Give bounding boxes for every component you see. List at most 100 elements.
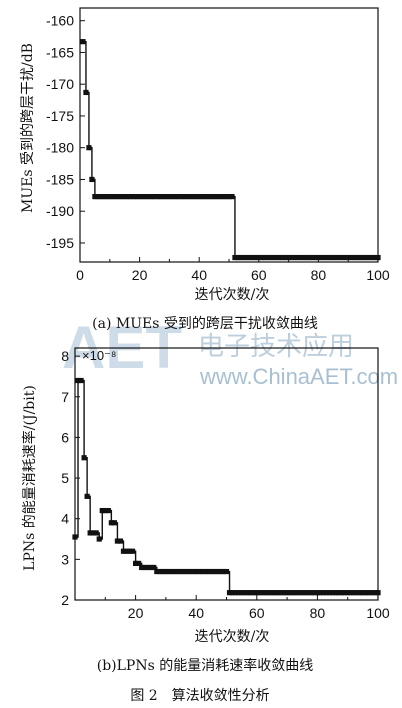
chart-a-data-point bbox=[283, 254, 289, 261]
chart-b-y-tick-label: 5 bbox=[61, 470, 69, 486]
chart-b-x-tick-label: 20 bbox=[128, 605, 144, 621]
chart-a-data-point bbox=[226, 193, 232, 200]
chart-a-data-point bbox=[184, 193, 190, 200]
chart-a-data-point bbox=[312, 254, 319, 261]
chart-b-data-point bbox=[208, 568, 214, 575]
chart-b-data-point bbox=[205, 568, 211, 575]
chart-b-data-point bbox=[245, 590, 251, 596]
chart-b-data-point bbox=[220, 568, 227, 575]
chart-a-y-tick-label: -165 bbox=[46, 44, 74, 60]
chart-b-data-point bbox=[148, 564, 154, 571]
chart-b-data-point bbox=[281, 590, 287, 596]
chart-b-data-point bbox=[142, 564, 148, 571]
chart-a-y-tick-label: -195 bbox=[46, 235, 74, 251]
chart-a-series-line bbox=[82, 40, 378, 259]
chart-b-data-point bbox=[372, 590, 378, 596]
chart-a-data-point bbox=[137, 193, 143, 200]
chart-b-data-point bbox=[296, 590, 302, 596]
chart-b-data-point bbox=[226, 590, 233, 596]
chart-a-data-point bbox=[220, 193, 226, 200]
chart-a-data-point bbox=[354, 254, 360, 261]
chart-a-caption: (a) MUEs 受到的跨层干扰收敛曲线 bbox=[92, 316, 318, 332]
chart-a-data-point bbox=[157, 193, 164, 200]
chart-a-data-point bbox=[303, 254, 310, 261]
chart-a-data-point bbox=[327, 254, 333, 261]
chart-a-data-point bbox=[318, 254, 324, 261]
chart-b-data-point bbox=[375, 590, 381, 596]
chart-a-ylabel: MUEs 受到的跨层干扰/dB bbox=[20, 43, 36, 213]
chart-b-data-point bbox=[169, 568, 175, 575]
chart-b-data-point bbox=[175, 568, 181, 575]
chart-b-y-tick-label: 4 bbox=[61, 511, 69, 527]
chart-a-data-point bbox=[330, 254, 336, 261]
chart-a-data-point bbox=[256, 254, 262, 261]
chart-b-data-point bbox=[133, 560, 139, 567]
chart-a-data-point bbox=[166, 193, 172, 200]
chart-b-y-tick-label: 7 bbox=[61, 389, 69, 405]
chart-b-x-tick-label: 60 bbox=[249, 605, 265, 621]
chart-b-data-point bbox=[96, 536, 102, 542]
chart-a-data-point bbox=[339, 254, 345, 261]
chart-a-data-point bbox=[134, 193, 140, 200]
chart-b-data-point bbox=[184, 568, 190, 575]
chart-a-data-point bbox=[208, 193, 214, 200]
chart-b-data-point bbox=[320, 590, 327, 596]
watermark-tagline: 电子技术应用 bbox=[198, 331, 354, 361]
chart-a-data-point bbox=[238, 254, 244, 261]
chart-a-data-point bbox=[321, 254, 327, 261]
chart-b-data-point bbox=[305, 590, 311, 596]
watermark-site: www.ChinaAET.com bbox=[199, 364, 398, 389]
chart-a-data-point bbox=[265, 254, 271, 261]
chart-a-data-point bbox=[163, 193, 170, 200]
chart-a-data-point bbox=[169, 193, 175, 200]
chart-a-data-point bbox=[122, 193, 128, 200]
chart-b-data-point bbox=[229, 590, 236, 596]
chart-b-data-point bbox=[345, 590, 351, 596]
chart-a-y-tick-label: -180 bbox=[46, 140, 74, 156]
chart-b-data-point bbox=[166, 568, 172, 575]
chart-a-data-point bbox=[181, 193, 187, 200]
chart-a-data-point bbox=[250, 254, 256, 261]
chart-a-data-point bbox=[104, 193, 110, 200]
chart-a-x-tick-label: 20 bbox=[132, 267, 148, 283]
chart-a-data-point bbox=[300, 254, 307, 261]
chart-b-data-point bbox=[126, 548, 133, 554]
chart-b-data-point bbox=[163, 568, 169, 575]
chart-b-data-point bbox=[93, 530, 99, 536]
chart-a-data-point bbox=[110, 193, 116, 200]
chart-b-data-point bbox=[302, 590, 308, 596]
chart-a-data-point bbox=[101, 193, 107, 200]
chart-b-data-point bbox=[311, 590, 317, 596]
chart-b-data-point bbox=[111, 520, 117, 526]
chart-a-data-point bbox=[342, 254, 348, 261]
chart-b: 20 40 60 80 100 2 3 4 5 6 7 8 ×10⁻⁸ 迭代次数/次 LPNs 的能量… bbox=[21, 347, 390, 674]
chart-b-data-point bbox=[78, 377, 84, 384]
chart-b-y-tick-label: 6 bbox=[61, 429, 69, 445]
chart-a-data-point bbox=[172, 193, 178, 200]
chart-b-data-point bbox=[202, 568, 208, 575]
chart-b-data-point bbox=[108, 520, 114, 526]
chart-b-data-point bbox=[178, 568, 184, 575]
chart-b-data-point bbox=[190, 568, 196, 575]
chart-b-data-point bbox=[284, 590, 290, 596]
chart-b-data-point bbox=[187, 568, 193, 575]
chart-a-data-point bbox=[119, 193, 125, 200]
chart-a-data-point bbox=[98, 193, 104, 200]
chart-a-data-point bbox=[309, 254, 316, 261]
chart-b-data-point bbox=[136, 560, 142, 567]
chart-b-data-point bbox=[193, 568, 199, 575]
chart-a-x-tick-label: 60 bbox=[251, 267, 267, 283]
chart-a-data-point bbox=[259, 254, 265, 261]
chart-b-data-point bbox=[287, 590, 293, 596]
chart-b-data-point bbox=[217, 568, 224, 575]
chart-a-data-point bbox=[202, 193, 208, 200]
chart-a-data-point bbox=[131, 193, 137, 200]
chart-b-data-point bbox=[151, 564, 157, 571]
chart-b-data-point bbox=[323, 590, 330, 596]
chart-a-data-point bbox=[369, 254, 375, 261]
chart-a-x-tick-label: 40 bbox=[191, 267, 207, 283]
chart-a-xlabel: 迭代次数/次 bbox=[195, 287, 270, 303]
chart-a-y-tick-label: -175 bbox=[46, 108, 74, 124]
chart-a-data-point bbox=[375, 254, 381, 261]
chart-b-data-point bbox=[299, 590, 305, 596]
